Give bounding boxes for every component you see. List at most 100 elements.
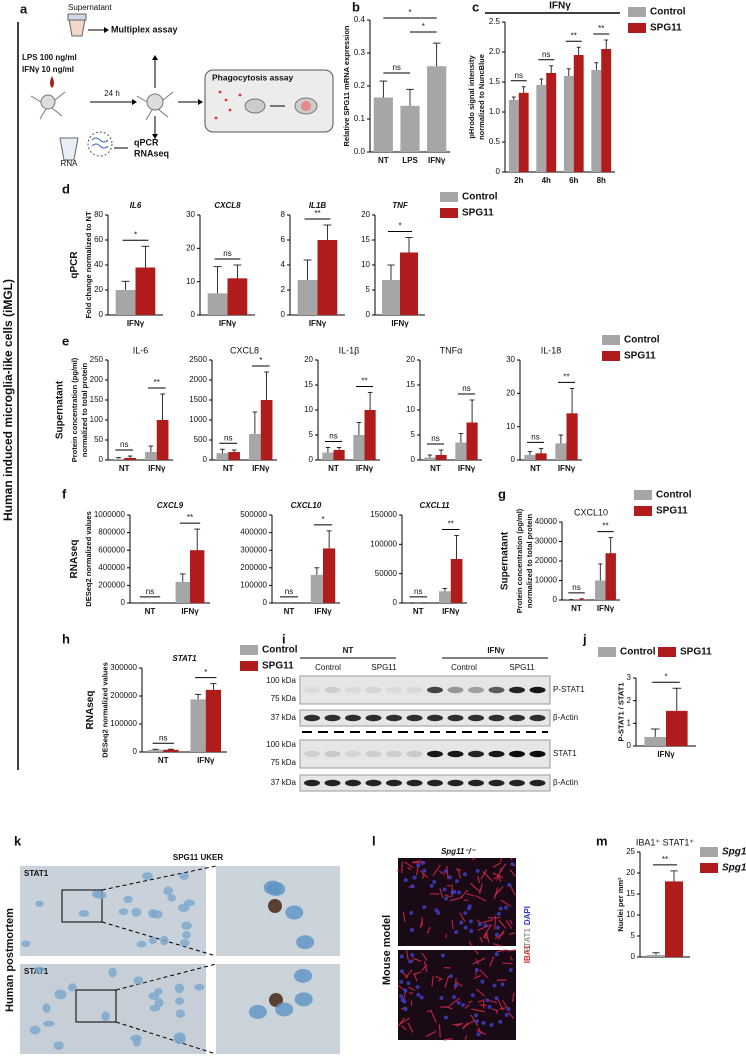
blot-condition: SPG11: [371, 663, 397, 672]
chart: 0 50 100 150 200 250 Protein concentration (pg…: [54, 345, 173, 473]
nucleus: [175, 997, 184, 1005]
dapi-nucleus: [483, 923, 488, 928]
bar: [424, 457, 436, 460]
blot-band: [304, 779, 320, 787]
rna-strands: [91, 137, 109, 149]
dapi-nucleus: [447, 875, 452, 880]
channel-label: DAPI: [523, 906, 532, 925]
dapi-nucleus: [453, 983, 458, 988]
dapi-nucleus: [474, 967, 479, 972]
legend-swatch: [240, 645, 258, 655]
y-tick-label: 0: [99, 310, 104, 319]
significance-label: ns: [414, 587, 422, 596]
bar: [373, 97, 393, 152]
dapi-nucleus: [440, 953, 445, 958]
blot-strip: [299, 774, 551, 792]
y-tick-label: 300000: [240, 545, 267, 554]
microglia-process: [468, 941, 472, 947]
nucleus: [142, 872, 153, 881]
y-tick-label: 15: [406, 380, 415, 389]
legend-label: Control: [650, 7, 686, 18]
significance-label: **: [314, 209, 320, 218]
panel-label: h: [62, 631, 70, 646]
dapi-nucleus: [432, 879, 437, 884]
dapi-nucleus: [403, 1007, 408, 1012]
panel-l-title: Spg11⁻/⁻: [441, 847, 476, 856]
bar: [382, 280, 400, 315]
panel-label: b: [352, 0, 360, 14]
blot-band: [427, 779, 443, 787]
arrow-head: [152, 134, 158, 139]
significance-label: **: [448, 520, 454, 529]
chart-title: CXCL10: [574, 507, 608, 517]
y-tick-label: 40000: [535, 517, 558, 526]
microglia-process: [445, 1005, 453, 1010]
blot-band: [304, 686, 320, 694]
nucleus: [175, 1009, 186, 1018]
kda-label: 100 kDa: [266, 740, 296, 749]
y-tick-label: 5: [309, 430, 314, 439]
panel-k-title: SPG11 UKER: [173, 853, 223, 862]
dapi-nucleus: [422, 868, 427, 873]
nucleus: [294, 992, 313, 1007]
cell-4: [294, 97, 318, 115]
bar: [435, 455, 447, 460]
y-tick-label: 60: [94, 235, 103, 244]
x-tick-label: IFNγ: [391, 319, 409, 328]
rnaseq-label: RNAseq: [134, 148, 169, 158]
dapi-nucleus: [498, 1019, 503, 1024]
bar: [647, 954, 665, 957]
blot-strip: [299, 675, 551, 705]
y-tick-label: 2.5: [489, 17, 501, 26]
microglia-process: [444, 933, 448, 939]
significance-label: ns: [120, 440, 128, 449]
blot-band: [304, 750, 320, 758]
chart: 0 10 20 30 IL-18 NT IFNγ ns ** Control SPG11: [506, 335, 660, 473]
nucleus: [54, 989, 67, 1000]
microglia-process: [421, 964, 428, 971]
blot-band: [529, 686, 546, 694]
dapi-nucleus: [402, 999, 407, 1004]
bar: [546, 73, 557, 172]
dapi-nucleus: [462, 872, 467, 877]
dapi-nucleus: [508, 968, 513, 973]
microglia-process: [479, 936, 484, 943]
beads: [214, 90, 242, 120]
significance-label: ns: [392, 63, 400, 72]
blot-band: [488, 686, 505, 694]
microglia-process: [446, 865, 449, 880]
blot-band: [509, 750, 525, 758]
y-tick-label: 5: [411, 430, 416, 439]
y-tick-label: 5: [631, 931, 636, 940]
dapi-nucleus: [399, 979, 404, 984]
legend-swatch: [440, 208, 458, 218]
significance-label: ns: [146, 587, 154, 596]
chart-title: IBA1⁺ STAT1⁺: [636, 837, 694, 847]
y-axis-label: Fold change normalized to NT: [84, 211, 93, 319]
legend-label: Control: [462, 192, 498, 203]
y-tick-label: 15: [361, 235, 370, 244]
microglia-process: [494, 915, 497, 930]
chart: 0 50000 100000 150000 CXCL11 NT IFNγ ns **: [370, 501, 467, 616]
microglia-process: [482, 871, 493, 882]
dapi-nucleus: [481, 1020, 486, 1025]
microglia-process: [451, 920, 454, 930]
dapi-nucleus: [456, 1000, 461, 1005]
nucleus: [182, 930, 191, 940]
y-tick-label: 20: [406, 355, 415, 364]
y-tick-label: 80: [94, 210, 103, 219]
dapi-nucleus: [444, 896, 449, 901]
y-tick-label: 5: [366, 285, 371, 294]
dapi-nucleus: [473, 1013, 478, 1018]
microglia-process: [480, 868, 488, 880]
y-tick-label: 0: [553, 595, 558, 604]
y-axis-label: P-STAT1 / STAT1: [617, 682, 626, 741]
blot-band: [345, 779, 361, 787]
y-tick-label: 20: [626, 868, 635, 877]
bar: [205, 689, 222, 752]
chart: 0 5 10 15 20 IL-1β NT IFNγ ns **: [304, 345, 380, 473]
bar: [666, 710, 688, 746]
nucleus: [184, 899, 195, 907]
y-tick-label: 0: [309, 455, 314, 464]
